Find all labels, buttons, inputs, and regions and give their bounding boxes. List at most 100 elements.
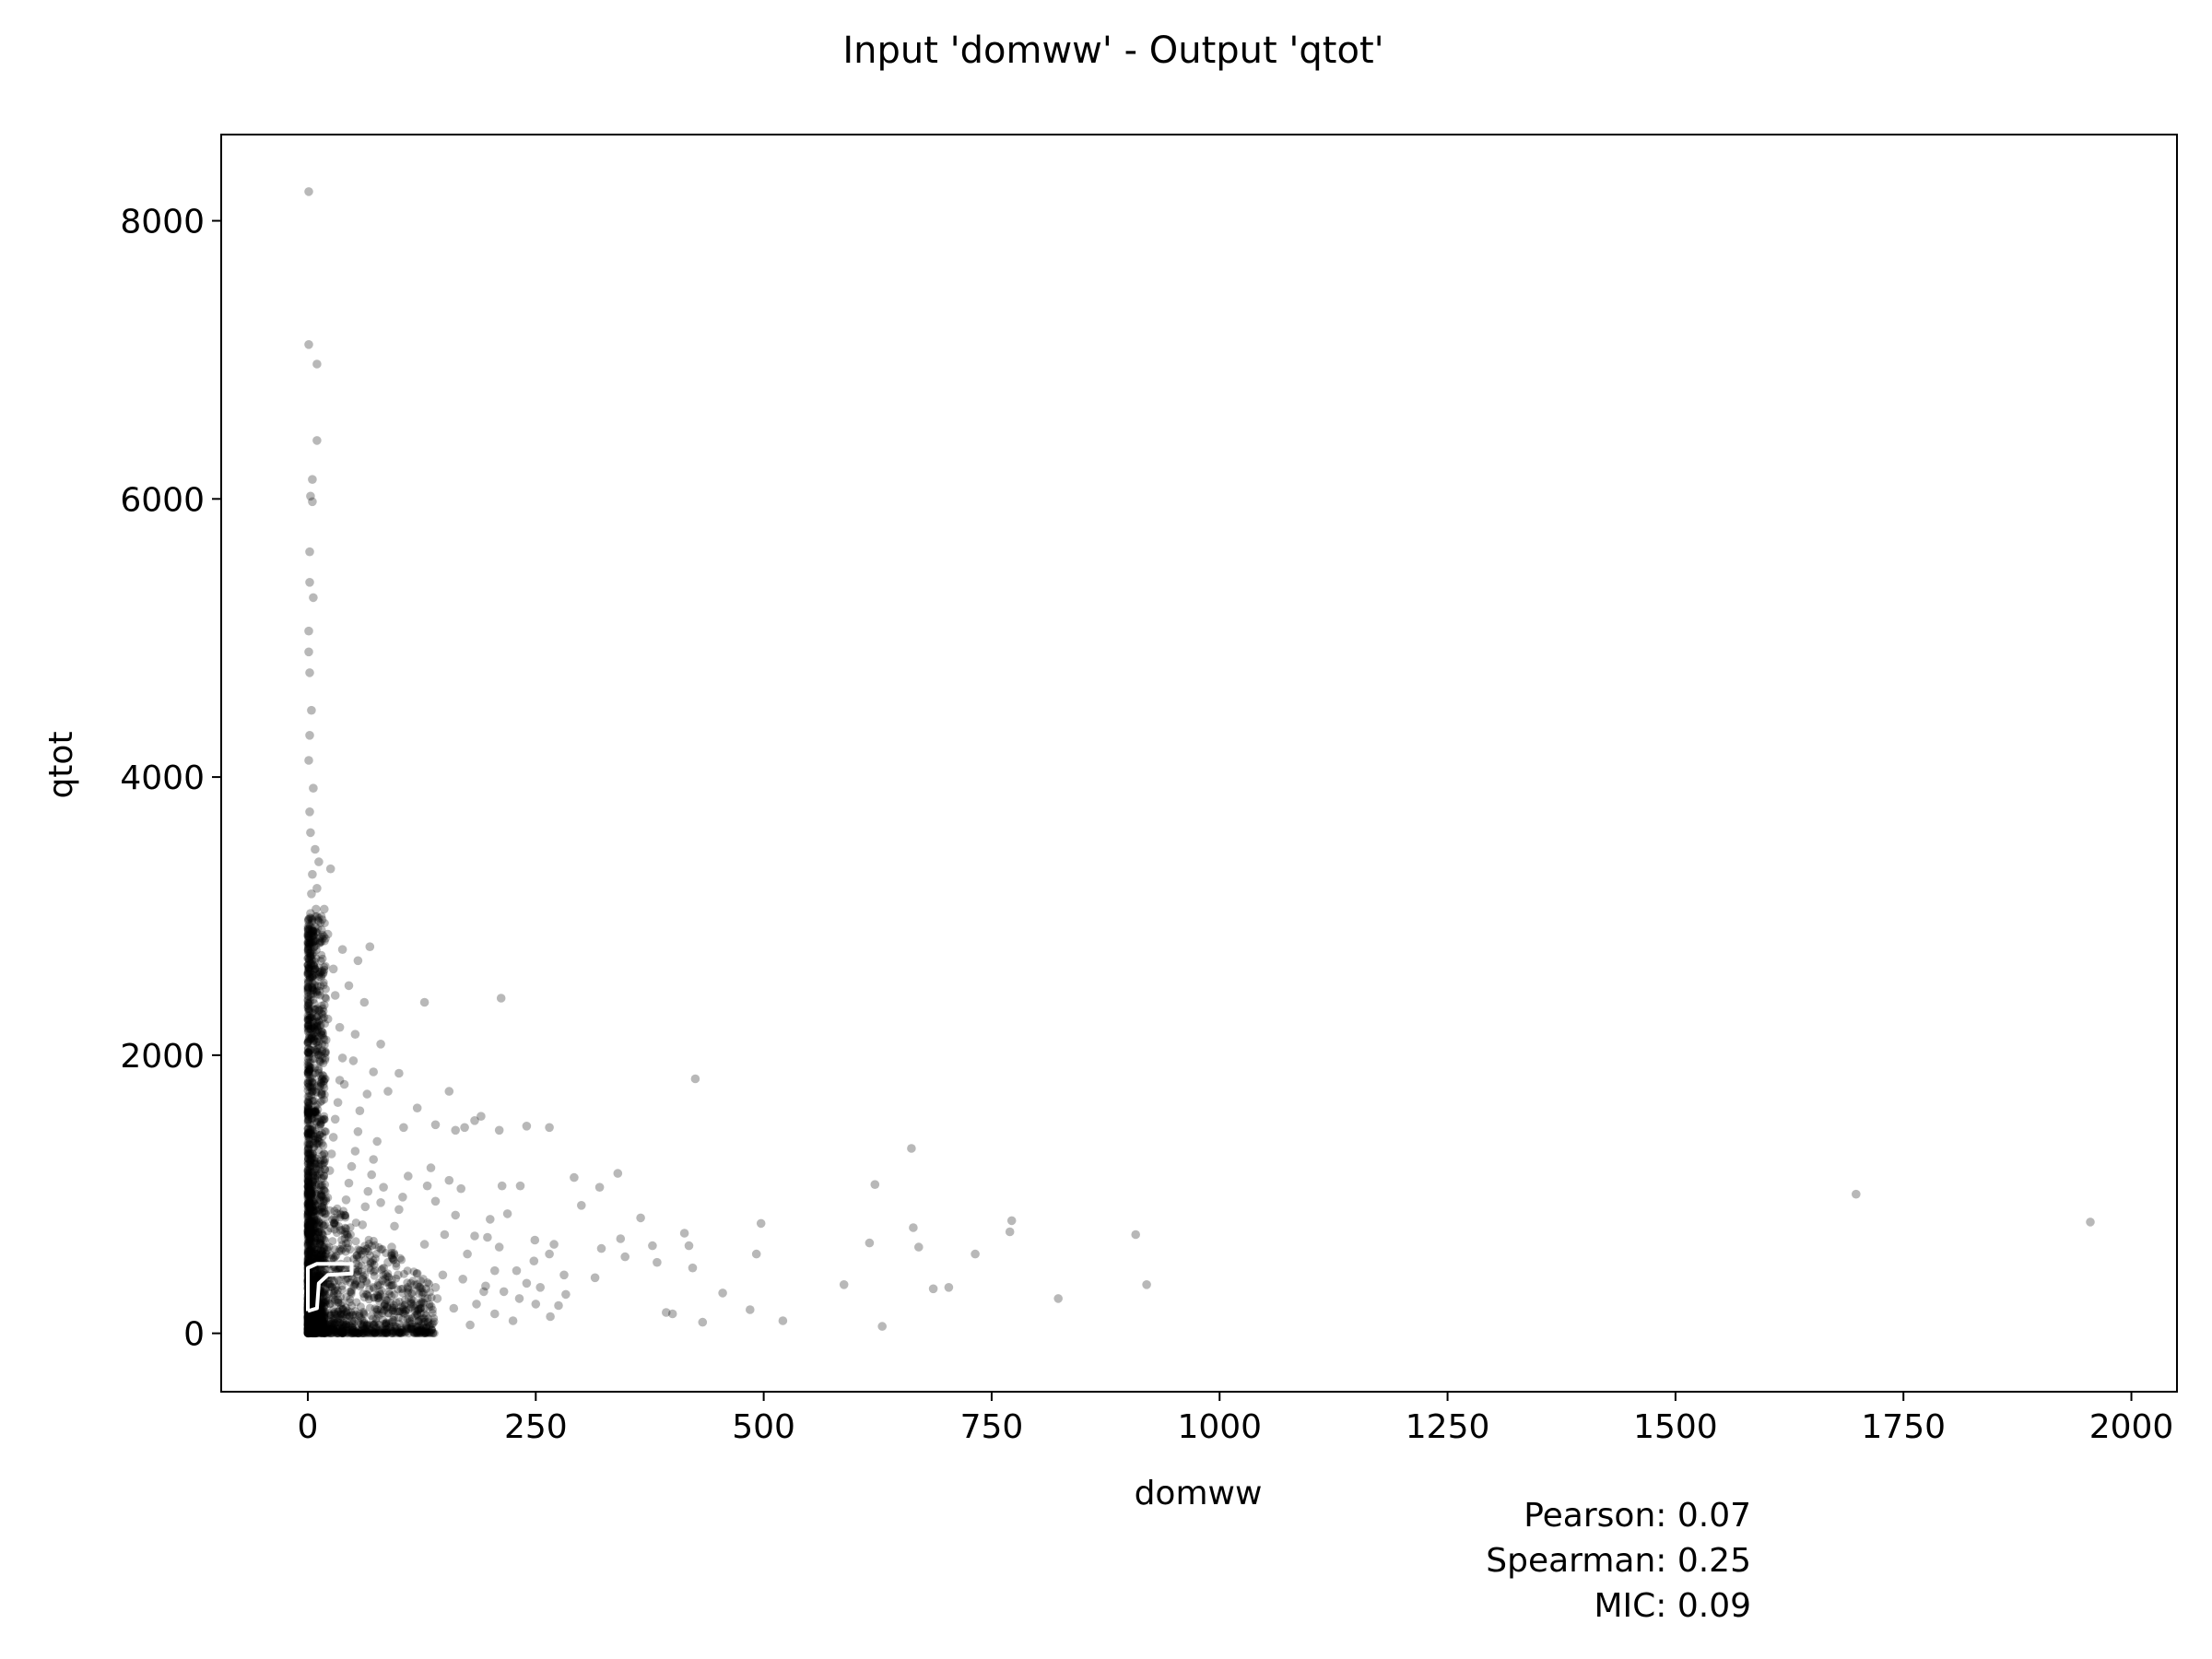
- scatter-point-cloud: [346, 1328, 355, 1337]
- scatter-point-cloud: [305, 1228, 314, 1237]
- scatter-point-cloud: [319, 1221, 328, 1230]
- scatter-point-cloud: [343, 1324, 351, 1334]
- scatter-point-cloud: [322, 1296, 331, 1305]
- scatter-point-cloud: [308, 1219, 317, 1229]
- scatter-point-cloud: [312, 1327, 321, 1336]
- scatter-point-cloud: [382, 1303, 392, 1312]
- scatter-point-cloud: [320, 1083, 329, 1092]
- scatter-point: [944, 1283, 954, 1292]
- scatter-point-cloud: [306, 968, 315, 976]
- scatter-point-cloud: [304, 1244, 313, 1253]
- scatter-point-cloud: [359, 1310, 369, 1319]
- scatter-point: [458, 1275, 468, 1284]
- scatter-point-cloud: [316, 1120, 325, 1129]
- scatter-point-cloud: [303, 953, 312, 962]
- scatter-point-cloud: [304, 1230, 313, 1240]
- scatter-point-cloud: [306, 1328, 315, 1337]
- scatter-point-cloud: [304, 1130, 312, 1139]
- scatter-point-cloud: [304, 1198, 313, 1207]
- scatter-point: [319, 1071, 328, 1081]
- scatter-point-cloud: [311, 1153, 319, 1162]
- scatter-point-cloud: [306, 1325, 315, 1334]
- scatter-point-cloud: [321, 1019, 329, 1029]
- scatter-point-cloud: [303, 1328, 312, 1336]
- scatter-point: [465, 1320, 475, 1330]
- scatter-point-cloud: [316, 1326, 325, 1335]
- scatter-point-cloud: [329, 1213, 338, 1222]
- scatter-point-cloud: [309, 1177, 317, 1186]
- scatter-point-cloud: [311, 1045, 320, 1054]
- scatter-point: [379, 1182, 388, 1192]
- scatter-point-cloud: [308, 1321, 317, 1330]
- scatter-point-cloud: [303, 1186, 312, 1195]
- scatter-point-cloud: [304, 1037, 313, 1046]
- scatter-point-cloud: [304, 1321, 312, 1330]
- scatter-point-cloud: [314, 1218, 324, 1228]
- scatter-point-cloud: [342, 1316, 351, 1325]
- scatter-point: [314, 1006, 324, 1016]
- scatter-point-cloud: [317, 937, 326, 947]
- scatter-point-cloud: [303, 945, 312, 954]
- scatter-point-cloud: [305, 937, 314, 947]
- scatter-point-cloud: [308, 914, 317, 924]
- scatter-point-cloud: [310, 1328, 319, 1337]
- scatter-point: [522, 1278, 532, 1288]
- scatter-point-cloud: [312, 1139, 322, 1148]
- scatter-point-cloud: [319, 1309, 328, 1318]
- scatter-point-cloud: [313, 1313, 322, 1323]
- scatter-point: [307, 889, 316, 899]
- scatter-point-cloud: [317, 1229, 326, 1238]
- scatter-point-cloud: [304, 1327, 313, 1335]
- scatter-point-cloud: [316, 1191, 325, 1200]
- scatter-point-cloud: [321, 1055, 330, 1065]
- scatter-point: [778, 1316, 788, 1325]
- scatter-point-cloud: [307, 929, 316, 938]
- scatter-point-cloud: [303, 1202, 312, 1211]
- scatter-point-cloud: [307, 960, 316, 970]
- scatter-point-cloud: [306, 1220, 315, 1230]
- scatter-point-cloud: [310, 1142, 319, 1151]
- scatter-point-cloud: [304, 1149, 313, 1159]
- scatter-point-cloud: [306, 1063, 315, 1072]
- scatter-point-cloud: [305, 1310, 314, 1319]
- scatter-point-cloud: [395, 1328, 405, 1337]
- scatter-point-cloud: [303, 1044, 312, 1053]
- scatter-point-cloud: [312, 1237, 321, 1246]
- scatter-point: [398, 1193, 407, 1202]
- scatter-point-cloud: [303, 1208, 312, 1218]
- scatter-point-cloud: [321, 934, 330, 943]
- scatter-point-cloud: [304, 1116, 312, 1125]
- scatter-point-cloud: [304, 1321, 313, 1330]
- scatter-point-cloud: [312, 1253, 322, 1263]
- scatter-point-cloud: [305, 1322, 314, 1331]
- scatter-point-cloud: [303, 1129, 312, 1138]
- scatter-point-cloud: [313, 1317, 323, 1326]
- scatter-point-cloud: [371, 1329, 380, 1338]
- scatter-point-cloud: [307, 1284, 316, 1292]
- scatter-point-cloud: [368, 1329, 377, 1338]
- scatter-point-cloud: [303, 983, 312, 993]
- scatter-point: [312, 436, 322, 445]
- scatter-point-cloud: [395, 1307, 405, 1316]
- scatter-point: [404, 1171, 413, 1181]
- scatter-point-cloud: [303, 1317, 312, 1326]
- scatter-point-cloud: [308, 1228, 317, 1237]
- scatter-point-cloud: [335, 1247, 344, 1256]
- scatter-point-cloud: [312, 1274, 321, 1283]
- scatter-point-cloud: [303, 1313, 312, 1323]
- scatter-point: [496, 994, 506, 1003]
- scatter-point-cloud: [319, 1006, 328, 1016]
- scatter-point-cloud: [308, 1190, 317, 1198]
- scatter-point-cloud: [380, 1301, 389, 1311]
- scatter-point-cloud: [314, 1324, 323, 1334]
- scatter-point-cloud: [304, 1329, 313, 1337]
- scatter-point-cloud: [304, 1048, 313, 1057]
- scatter-point-cloud: [305, 976, 313, 985]
- scatter-point-cloud: [308, 1087, 316, 1096]
- scatter-point-cloud: [322, 1196, 331, 1206]
- scatter-point-cloud: [366, 1257, 375, 1266]
- scatter-point-cloud: [318, 1181, 327, 1190]
- scatter-point-cloud: [320, 1149, 329, 1159]
- scatter-point: [648, 1241, 657, 1251]
- scatter-point-cloud: [308, 1096, 317, 1105]
